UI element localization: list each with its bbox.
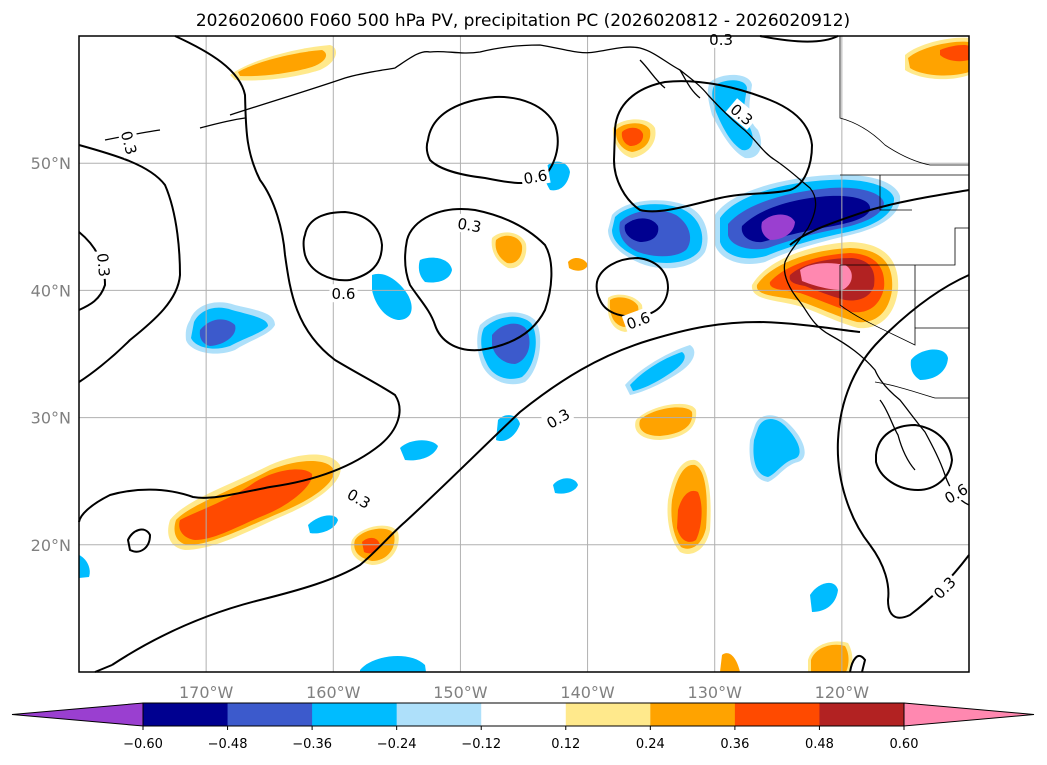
latitude-label: 30°N: [31, 409, 71, 428]
precip-blob-negative: [477, 312, 541, 385]
colorbar-extend-low: [11, 702, 144, 727]
colorbar-bin: [565, 703, 651, 726]
contour-label-text: 0.6: [522, 166, 549, 188]
colorbar-tick-label: 0.36: [720, 737, 749, 752]
graticule: [79, 36, 969, 672]
longitude-label: 140°W: [560, 683, 615, 702]
longitude-label: 120°W: [815, 683, 870, 702]
colorbar-tick-label: −0.24: [377, 737, 417, 752]
precip-blob-positive: [612, 119, 656, 158]
colorbar-tick-label: 0.24: [636, 737, 665, 752]
contour-label-text: 0.3: [456, 215, 483, 237]
precip-blob-negative: [715, 174, 901, 265]
map-title: 2026020600 F060 500 hPa PV, precipitatio…: [196, 11, 850, 31]
precip-blob-positive: [230, 45, 336, 81]
longitude-label: 130°W: [688, 683, 743, 702]
contour-label: 0.6: [329, 284, 358, 303]
contour-label-text: 0.3: [93, 252, 113, 277]
longitude-label: 160°W: [306, 683, 361, 702]
map-frame: [78, 35, 970, 673]
contour-label-text: 0.3: [117, 129, 141, 157]
precip-blob-negative: [372, 257, 452, 320]
colorbar-bin: [227, 703, 313, 726]
colorbar-tick-label: 0.60: [890, 737, 919, 752]
longitude-label: 170°W: [179, 683, 234, 702]
longitude-label: 150°W: [433, 683, 488, 702]
colorbar-tick-label: −0.12: [461, 737, 501, 752]
latitude-tick-labels: 20°N 30°N 40°N 50°N: [31, 154, 71, 555]
precip-blob-negative: [185, 302, 275, 354]
precip-blob-positive: [491, 232, 527, 269]
colorbar-bin: [819, 703, 905, 726]
state-borders: [839, 36, 969, 399]
colorbar-bin: [143, 703, 229, 726]
colorbar-extend-high: [903, 702, 1035, 727]
latitude-label: 20°N: [31, 536, 71, 555]
map-area: 0.30.30.30.60.60.30.30.60.30.3 0.60.3: [78, 29, 973, 673]
colorbar-bin: [734, 703, 820, 726]
precip-blob-negative: [79, 345, 948, 672]
colorbar: −0.60 −0.48 −0.36 −0.24 −0.12 0.12 0.24 0.36 0.4…: [11, 702, 1035, 752]
colorbar-bin: [396, 703, 482, 726]
precip-shading: [79, 37, 969, 672]
precip-blob-positive: [751, 242, 899, 329]
contour-label-text: 0.3: [709, 31, 733, 49]
colorbar-outline: [142, 702, 905, 727]
colorbar-tick-label: −0.36: [292, 737, 332, 752]
contour-label: 0.3: [117, 126, 142, 159]
colorbar-tick-label: 0.12: [551, 737, 580, 752]
pv-contours: [78, 35, 970, 673]
colorbar-tick-label: −0.48: [208, 737, 248, 752]
precip-blob-positive: [350, 37, 969, 672]
colorbar-bin: [650, 703, 736, 726]
contour-label: 0.6: [519, 164, 551, 188]
contour-label: 0.3: [93, 250, 115, 280]
longitude-tick-labels: 170°W 160°W 150°W 140°W 130°W 120°W: [179, 683, 869, 702]
colorbar-bin: [312, 703, 398, 726]
colorbar-tick-label: −0.60: [123, 737, 163, 752]
contour-label: 0.3: [707, 29, 736, 49]
colorbar-bin: [481, 703, 567, 726]
colorbar-tick-label: 0.48: [805, 737, 834, 752]
contour-label: 0.3: [454, 213, 485, 237]
latitude-label: 40°N: [31, 281, 71, 300]
precip-blob-negative: [608, 200, 708, 269]
contour-label-text: 0.6: [332, 285, 356, 303]
latitude-label: 50°N: [31, 154, 71, 173]
